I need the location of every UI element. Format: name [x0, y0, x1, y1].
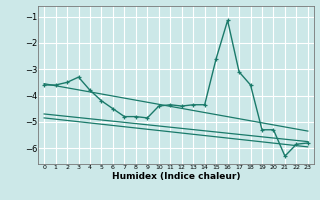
X-axis label: Humidex (Indice chaleur): Humidex (Indice chaleur): [112, 172, 240, 181]
